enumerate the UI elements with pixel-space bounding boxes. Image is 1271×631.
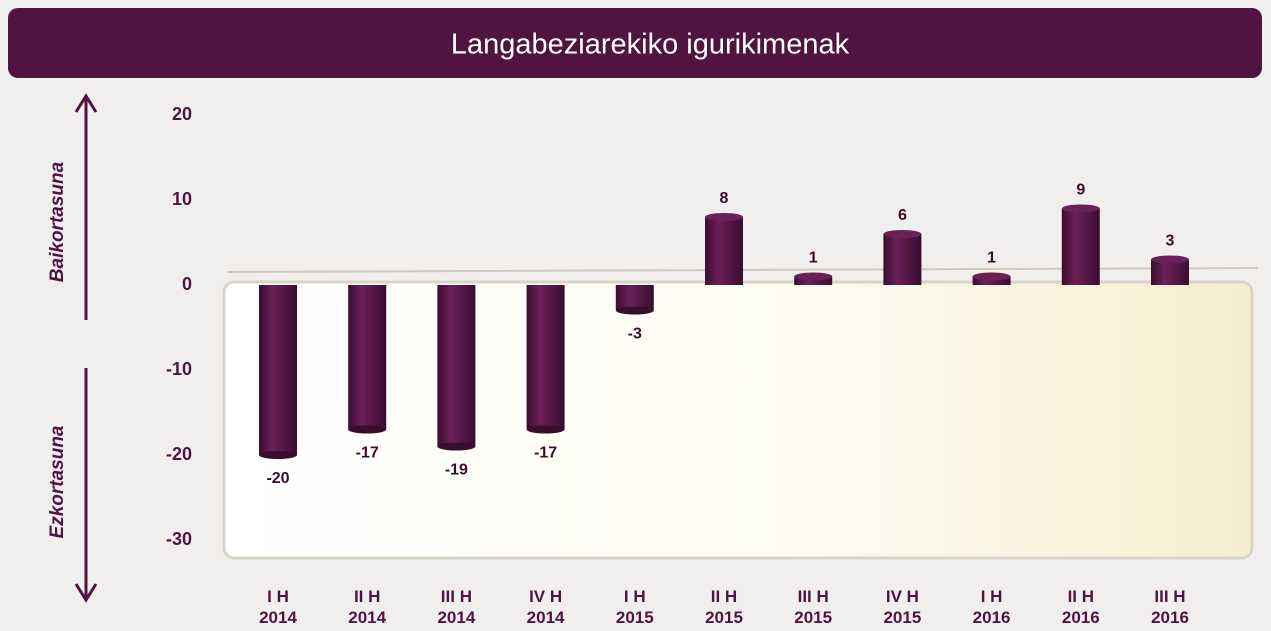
x-tick-label: IV H 2014 xyxy=(526,587,565,627)
bar xyxy=(794,276,833,285)
chart-title: Langabeziarekiko igurikimenak xyxy=(451,29,850,61)
value-label: -17 xyxy=(356,445,379,462)
bar-cap xyxy=(1151,255,1189,264)
bar-cap xyxy=(259,451,297,459)
y-tick-label: 10 xyxy=(172,189,192,209)
value-label: -19 xyxy=(445,462,468,479)
value-label: 8 xyxy=(720,190,729,207)
value-label: 3 xyxy=(1166,233,1175,250)
value-label: 1 xyxy=(987,250,996,267)
y-tick-label: -10 xyxy=(166,359,192,379)
x-tick-label: III H 2016 xyxy=(1151,587,1189,627)
value-label: 6 xyxy=(898,207,907,224)
x-tick-label: II H 2014 xyxy=(348,587,387,627)
bar-cap xyxy=(615,306,654,315)
bar xyxy=(348,285,387,430)
bar-cap xyxy=(972,272,1011,281)
x-tick-label: IV H 2015 xyxy=(883,587,922,627)
bar xyxy=(526,285,565,430)
y-tick-label: -30 xyxy=(166,529,192,549)
value-label: 1 xyxy=(809,250,818,267)
x-tick-label: II H 2015 xyxy=(705,587,743,627)
bar xyxy=(259,285,297,455)
value-label: 9 xyxy=(1076,182,1085,199)
annotation: Baikortasuna xyxy=(47,161,68,282)
title-bar xyxy=(8,8,1262,78)
bar xyxy=(883,234,922,285)
y-tick-label: 0 xyxy=(182,274,192,294)
value-label: -17 xyxy=(534,445,557,462)
bar-cap xyxy=(526,425,565,434)
annotation: Ezkortasuna xyxy=(47,425,68,538)
x-tick-label: III H 2015 xyxy=(794,587,833,627)
bar xyxy=(437,285,476,447)
bar xyxy=(615,285,654,311)
x-tick-label: I H 2014 xyxy=(259,587,297,627)
bar-cap xyxy=(794,272,833,281)
x-tick-label: III H 2014 xyxy=(437,587,476,627)
value-label: -20 xyxy=(266,470,289,487)
x-tick-label: I H 2016 xyxy=(972,587,1011,627)
bar-cap xyxy=(883,230,922,238)
y-tick-label: -20 xyxy=(166,444,192,464)
bar xyxy=(1151,259,1189,285)
bar xyxy=(705,217,743,285)
bar xyxy=(1061,208,1100,285)
x-tick-label: II H 2016 xyxy=(1061,587,1100,627)
bar-cap xyxy=(1061,204,1100,213)
bar-cap xyxy=(348,425,387,434)
arrow-down-head xyxy=(74,583,98,603)
bar-cap xyxy=(437,442,476,451)
bar xyxy=(972,276,1011,285)
bar-cap xyxy=(705,213,743,221)
value-label: -3 xyxy=(628,326,642,343)
x-tick-label: I H 2015 xyxy=(615,587,654,627)
y-tick-label: 20 xyxy=(172,104,192,124)
arrow-up-head xyxy=(74,93,98,113)
